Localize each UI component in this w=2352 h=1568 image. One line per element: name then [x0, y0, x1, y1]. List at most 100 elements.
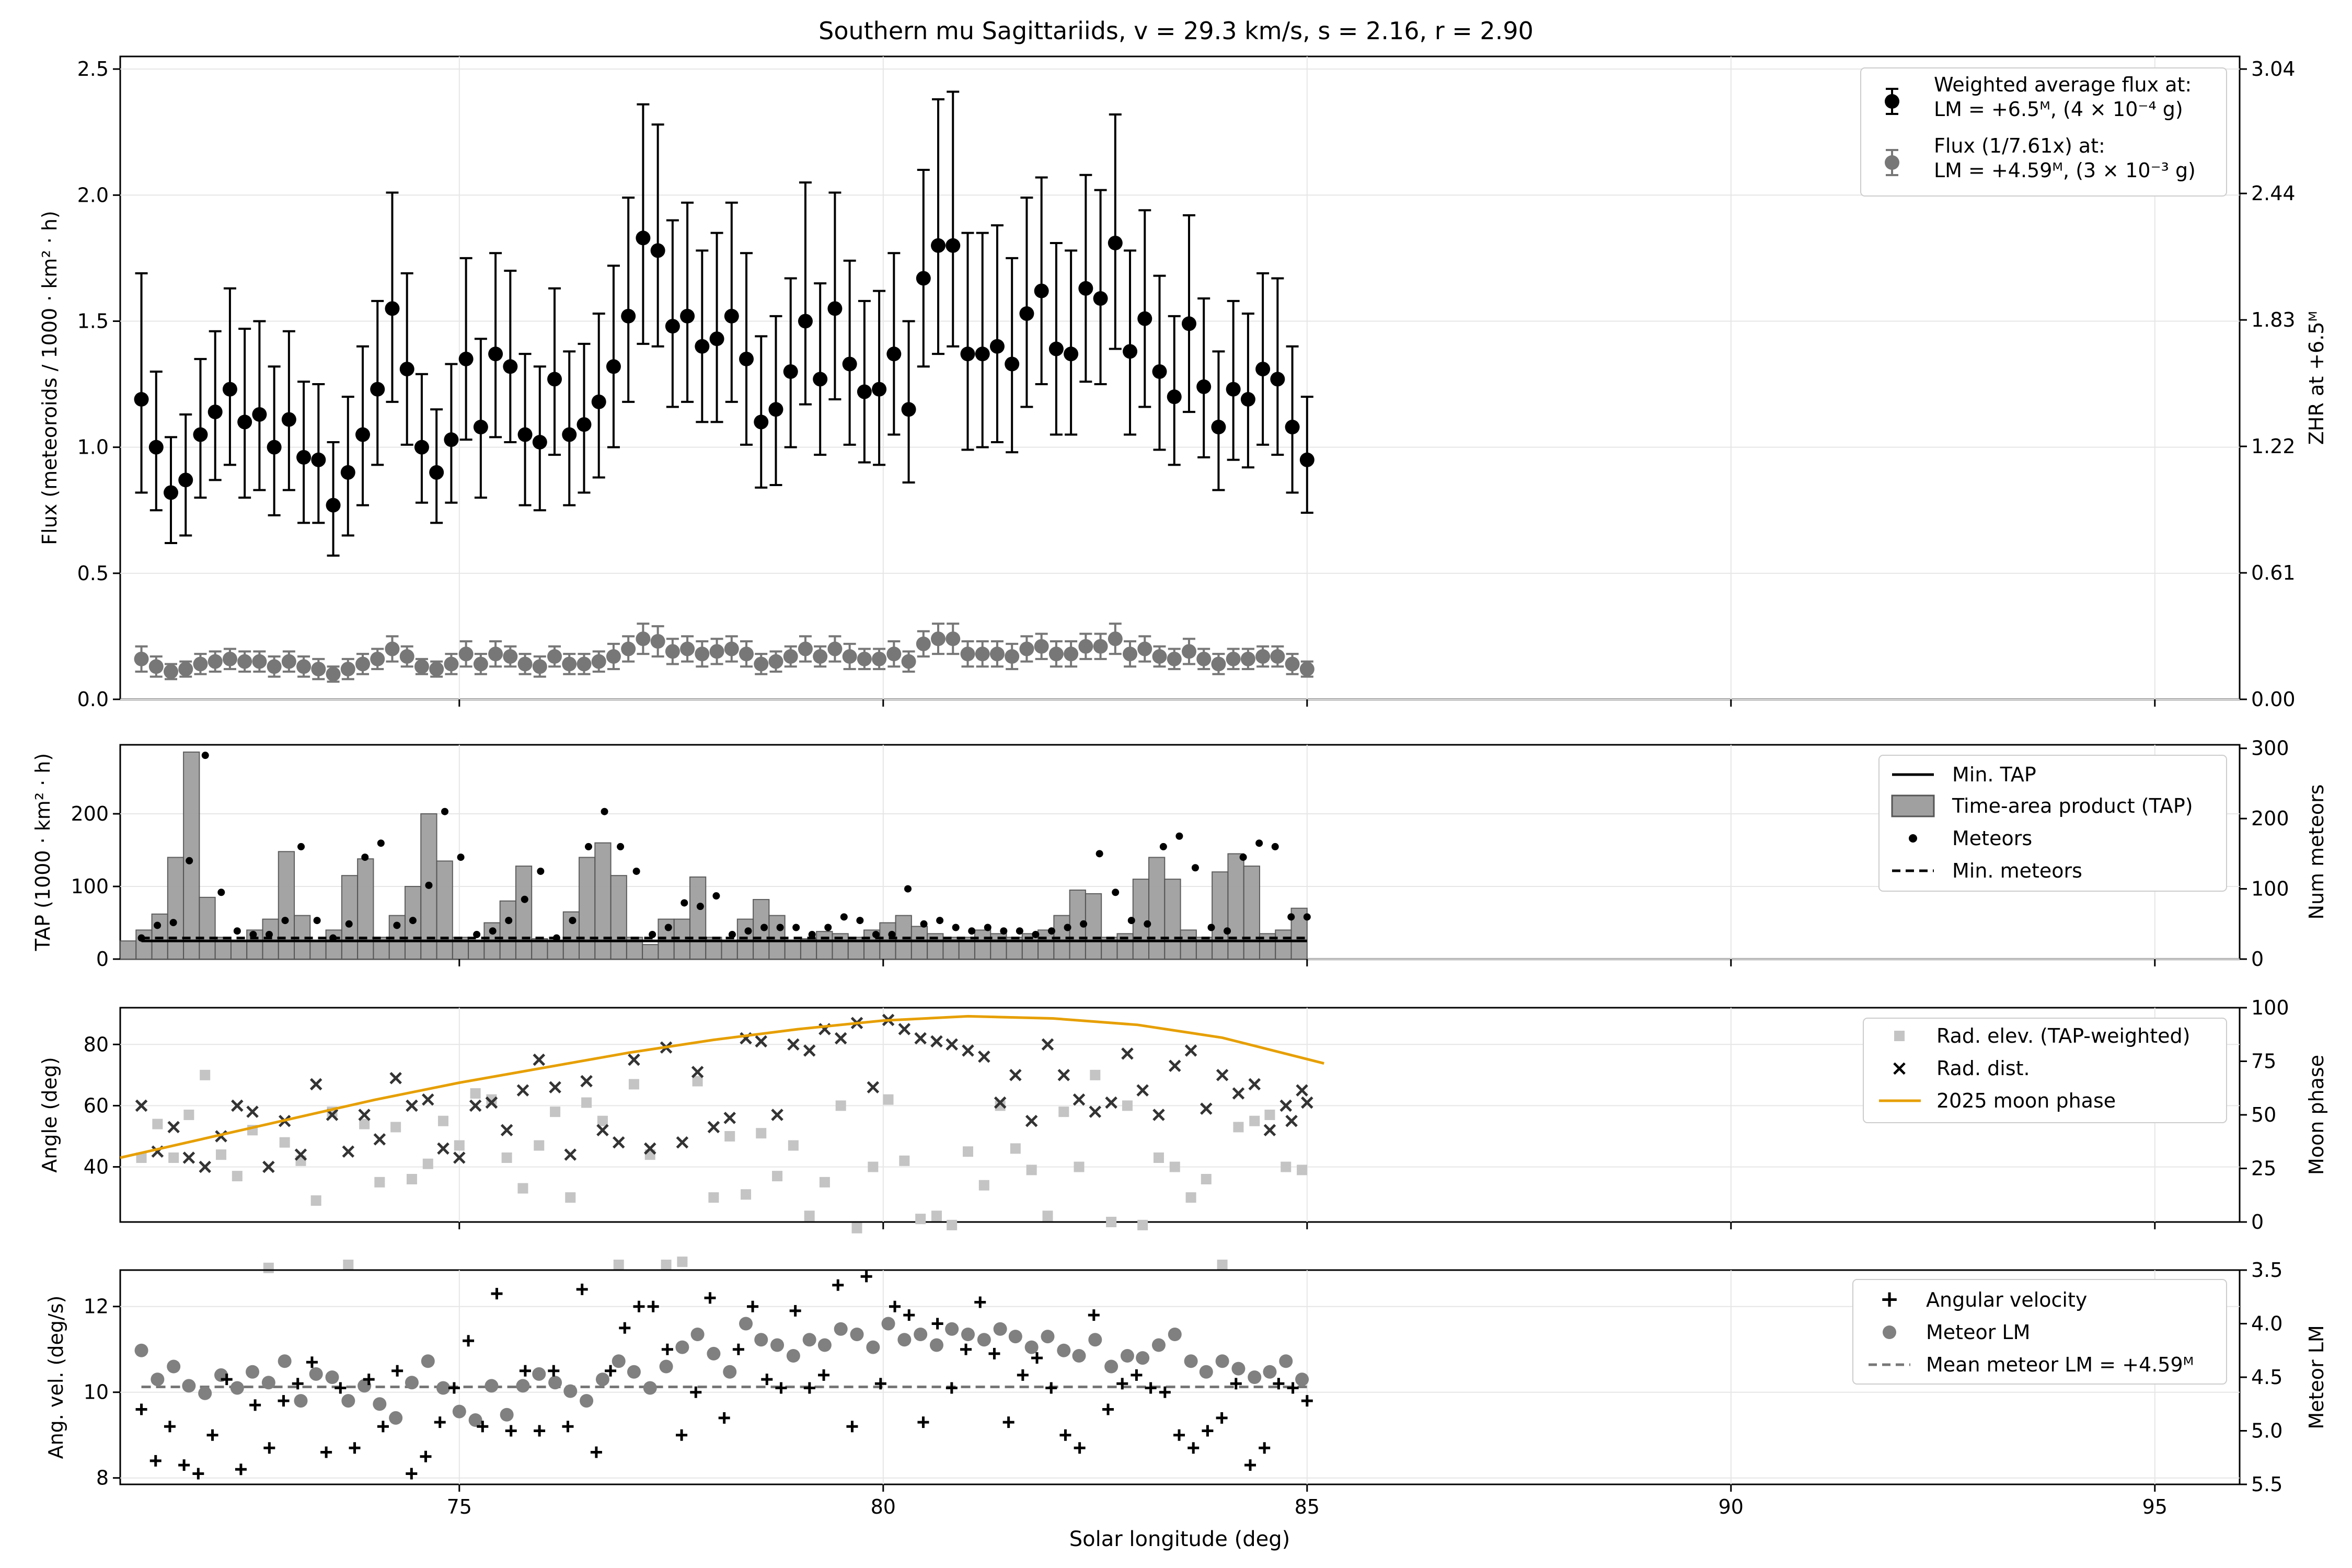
scaled-flux-point [473, 653, 488, 675]
data-point [148, 659, 164, 674]
y-tick-label: 10 [84, 1381, 109, 1404]
radiant-elevation-point [708, 1192, 719, 1203]
meteor-count-point [313, 917, 321, 925]
meteor-lm-point [1215, 1354, 1229, 1368]
y2-tick-label: 50 [2251, 1103, 2276, 1126]
radiant-elevation-point [501, 1152, 512, 1163]
radiant-distance-point [691, 1066, 704, 1078]
x-mark-stroke [803, 1044, 816, 1057]
data-point [989, 647, 1005, 662]
angle-y-ticks: 40 60 80 [84, 1033, 120, 1179]
data-point [311, 662, 326, 677]
data-point [237, 654, 252, 669]
data-point [1181, 316, 1196, 331]
x-mark-stroke [1301, 1096, 1313, 1109]
radiant-elevation-point [995, 1100, 1006, 1111]
weighted-flux-point [252, 320, 267, 491]
data-point [1078, 639, 1093, 654]
data-point [872, 651, 887, 666]
data-point [916, 271, 931, 286]
flux-grid [120, 56, 2240, 700]
scaled-flux-point [429, 660, 444, 678]
angular-velocity-point [946, 1382, 958, 1394]
meteor-count-point [888, 930, 896, 938]
angular-velocity-point [1017, 1369, 1029, 1381]
x-mark-stroke [500, 1124, 513, 1137]
y-tick-label: 12 [84, 1295, 109, 1318]
x-mark-stroke [834, 1032, 847, 1045]
meteor-lm-point [786, 1349, 800, 1363]
data-point [178, 662, 193, 677]
data-point [709, 644, 724, 659]
meteor-lm-point [802, 1333, 816, 1347]
meteor-count-point [473, 930, 481, 938]
weighted-flux-point [1167, 315, 1182, 466]
data-point [178, 472, 193, 488]
weighted-flux-point [517, 353, 533, 506]
weighted-flux-point [1152, 274, 1167, 451]
data-point [857, 651, 872, 666]
scaled-flux-point [547, 645, 562, 668]
y-tick-label: 0.5 [77, 562, 109, 585]
radiant-distance-point [373, 1133, 386, 1146]
y2-tick-label: 3.5 [2251, 1259, 2282, 1282]
radiant-elevation-point [883, 1094, 894, 1105]
data-point [591, 654, 606, 669]
velocity-y-ticks: 8 10 12 [84, 1295, 120, 1490]
y2-tick-label: 100 [2251, 878, 2289, 901]
x-mark-stroke [182, 1151, 195, 1164]
angular-velocity-point [491, 1288, 503, 1300]
meteor-lm-point [167, 1359, 181, 1374]
data-point [444, 432, 459, 447]
meteor-count-point [1303, 913, 1311, 921]
meteor-lm-point [436, 1381, 450, 1395]
tap-bar [468, 940, 485, 960]
legend-scaled-line1: Flux (1/7.61x) at: [1934, 134, 2105, 157]
meteor-count-point [1239, 854, 1247, 861]
meteor-lm-point [389, 1411, 403, 1425]
radiant-elevation-point [152, 1119, 163, 1129]
data-point [473, 656, 488, 672]
radiant-distance-point [246, 1105, 259, 1118]
x-mark-stroke [1232, 1087, 1245, 1100]
meteor-count-point [617, 843, 625, 850]
scaled-flux-point [636, 622, 651, 655]
data-point [1152, 364, 1167, 379]
weighted-flux-point [222, 287, 237, 466]
meteor-count-point [265, 930, 273, 938]
meteor-count-point [505, 917, 513, 925]
tap-ylabel: TAP (1000 · km² · h) [31, 753, 54, 951]
angular-velocity-point [306, 1356, 318, 1368]
legend-meteors: Meteors [1952, 827, 2032, 850]
weighted-flux-point [1034, 176, 1049, 386]
weighted-flux-point [473, 338, 488, 499]
data-point [591, 394, 606, 409]
angular-velocity-point [206, 1429, 218, 1441]
radiant-distance-point [309, 1078, 322, 1091]
weighted-flux-point [164, 436, 179, 544]
radiant-distance-point [500, 1124, 513, 1137]
data-point [680, 308, 695, 324]
y-tick-label: 200 [71, 802, 109, 825]
data-point [768, 654, 783, 669]
radiant-distance-point [1296, 1084, 1308, 1097]
x-mark-stroke [1073, 1093, 1086, 1106]
meteor-count-point [393, 921, 401, 929]
angular-velocity-point [1216, 1412, 1228, 1424]
weighted-flux-point [1270, 277, 1285, 456]
weighted-flux-point [193, 358, 208, 499]
tap-bar [1148, 857, 1166, 960]
angular-velocity-point [988, 1347, 1000, 1359]
weighted-flux-point [1137, 209, 1152, 408]
meteor-lm-point [151, 1373, 165, 1387]
meteor-lm-point [341, 1394, 355, 1408]
data-point [429, 662, 444, 677]
weighted-flux-point [916, 169, 931, 368]
x-mark-stroke [978, 1050, 990, 1063]
radiant-elevation-point [581, 1097, 592, 1108]
radiant-distance-point [771, 1109, 783, 1121]
flux-y2label: ZHR at +6.5ᴹ [2305, 311, 2328, 445]
meteor-count-point [137, 934, 145, 942]
angular-velocity-point [221, 1374, 233, 1386]
tap-bar [816, 931, 833, 960]
